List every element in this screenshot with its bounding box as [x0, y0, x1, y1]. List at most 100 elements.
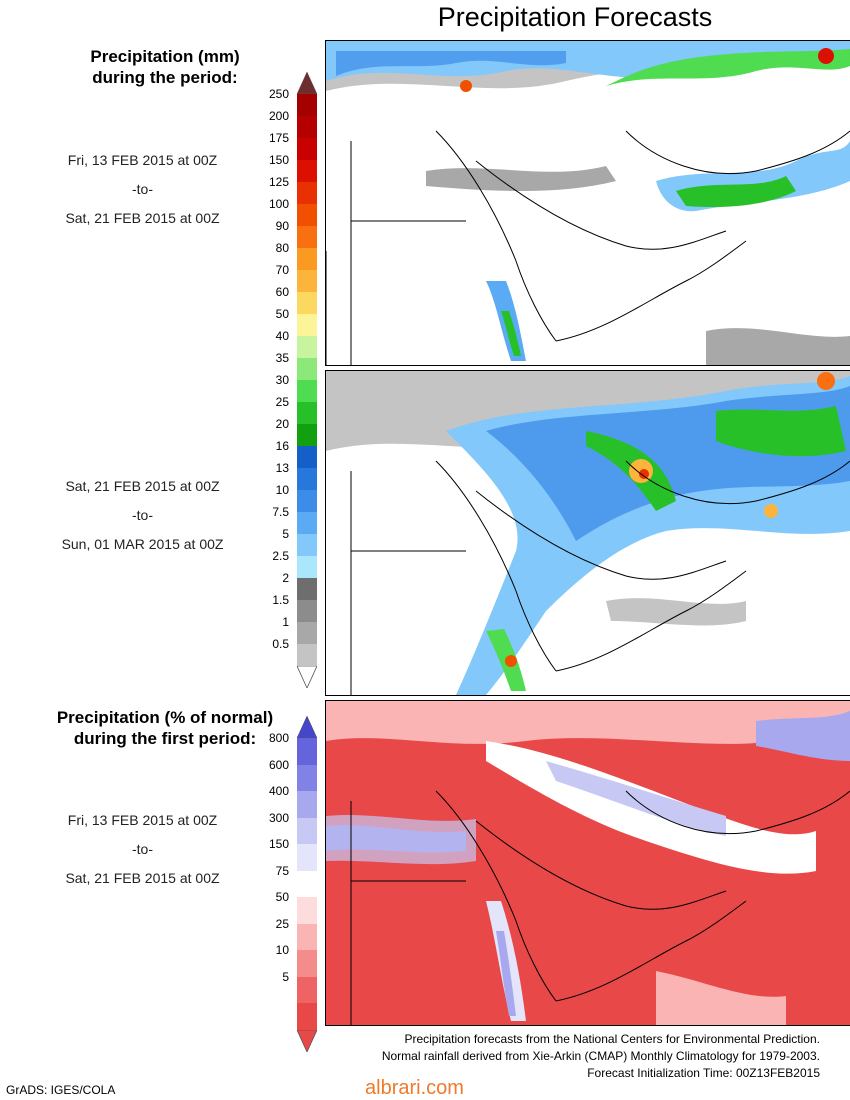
map-panel-period-2: [325, 370, 850, 696]
period-1-end: Sat, 21 FEB 2015 at 00Z: [65, 210, 220, 226]
watermark-link[interactable]: albrari.com: [365, 1077, 464, 1099]
colorbar-swatch: [297, 292, 317, 314]
colorbar-label: 5: [282, 527, 289, 541]
colorbar-swatch: [297, 578, 317, 600]
colorbar-label: 25: [275, 916, 289, 931]
colorbar-label: 150: [268, 153, 289, 167]
map-precip-period-2: [326, 371, 850, 695]
colorbar-swatch: [297, 116, 317, 138]
colorbar-label: 2.5: [272, 549, 289, 563]
map-precip-period-1: [326, 41, 850, 365]
pct-normal-heading-line2: during the first period:: [73, 729, 257, 748]
colorbar-label: 10: [275, 943, 289, 957]
map-panel-pct-normal: [325, 700, 850, 1026]
colorbar-label: 7.5: [272, 505, 289, 519]
colorbar-swatch: [297, 897, 317, 924]
map-pct-normal: [326, 701, 850, 1025]
colorbar-label: 80: [275, 241, 289, 255]
colorbar-label: 1.5: [272, 593, 289, 607]
colorbar-label: 300: [268, 810, 289, 825]
colorbar-swatch: [297, 1003, 317, 1030]
colorbar-swatch: [297, 950, 317, 977]
footer-line-3: Forecast Initialization Time: 00Z13FEB20…: [587, 1066, 820, 1080]
colorbar-swatch: [297, 764, 317, 791]
period-2-end: Sun, 01 MAR 2015 at 00Z: [61, 536, 224, 552]
colorbar-swatch: [297, 402, 317, 424]
colorbar-swatch: [297, 358, 317, 380]
colorbar-label: 2: [282, 571, 289, 585]
map-panel-period-1: [325, 40, 850, 366]
colorbar-label: 400: [268, 784, 289, 798]
colorbar-swatch: [297, 248, 317, 270]
colorbar-label: 250: [268, 87, 289, 101]
colorbar-label: 150: [268, 837, 289, 851]
colorbar-label: 10: [275, 483, 289, 497]
colorbar-swatch: [297, 380, 317, 402]
colorbar-label: 100: [268, 197, 289, 211]
footer-notes: Precipitation forecasts from the Nationa…: [382, 1031, 820, 1082]
colorbar-label: 16: [275, 439, 289, 453]
colorbar-label: 50: [275, 307, 289, 321]
colorbar-swatch: [297, 534, 317, 556]
colorbar-swatch: [297, 738, 317, 765]
period-2-sep: -to-: [132, 507, 153, 523]
page-title: Precipitation Forecasts: [437, 2, 713, 32]
colorbar-swatch: [297, 446, 317, 468]
colorbar-swatch: [297, 556, 317, 578]
colorbar-label: 20: [275, 417, 289, 431]
colorbar-label: 25: [275, 395, 289, 409]
colorbar-swatch: [297, 870, 317, 897]
period-2-label: Sat, 21 FEB 2015 at 00Z -to- Sun, 01 MAR…: [20, 472, 265, 559]
colorbar-label: 50: [275, 890, 289, 904]
period-1-start: Fri, 13 FEB 2015 at 00Z: [67, 152, 218, 168]
grads-credit: GrADS: IGES/COLA: [6, 1083, 116, 1097]
period-1-sep: -to-: [132, 181, 153, 197]
colorbar-swatch: [297, 644, 317, 666]
colorbar-label: 200: [268, 109, 289, 123]
colorbar-swatch: [297, 468, 317, 490]
period-3-sep: -to-: [132, 841, 153, 857]
period-2-start: Sat, 21 FEB 2015 at 00Z: [65, 478, 220, 494]
colorbar-swatch: [297, 490, 317, 512]
colorbar-swatch: [297, 138, 317, 160]
colorbar-label: 75: [275, 863, 289, 878]
colorbar-swatch: [297, 226, 317, 248]
pct-normal-heading-line1: Precipitation (% of normal): [56, 708, 274, 727]
period-3-start: Fri, 13 FEB 2015 at 00Z: [67, 812, 218, 828]
colorbar-swatch: [297, 791, 317, 818]
colorbar-label: 30: [275, 373, 289, 387]
colorbar-swatch: [297, 270, 317, 292]
colorbar-swatch: [297, 844, 317, 871]
precip-mm-heading: Precipitation (mm) during the period:: [20, 46, 310, 88]
period-3-end: Sat, 21 FEB 2015 at 00Z: [65, 870, 220, 886]
colorbar-label: 600: [268, 757, 289, 772]
colorbar-swatch: [297, 976, 317, 1003]
colorbar-swatch: [297, 512, 317, 534]
colorbar-bottom-arrow: [297, 1029, 317, 1052]
colorbar-label: 90: [275, 219, 289, 233]
colorbar-bottom-arrow: [297, 666, 317, 688]
colorbar-label: 0.5: [272, 637, 289, 651]
colorbar-swatch: [297, 94, 317, 116]
precip-mm-heading-line2: during the period:: [92, 68, 238, 87]
colorbar-label: 800: [268, 731, 289, 745]
colorbar-label: 1: [282, 615, 289, 629]
colorbar-swatch: [297, 336, 317, 358]
colorbar-swatch: [297, 622, 317, 644]
period-1-label: Fri, 13 FEB 2015 at 00Z -to- Sat, 21 FEB…: [20, 146, 265, 233]
footer-line-2: Normal rainfall derived from Xie-Arkin (…: [381, 1049, 820, 1063]
colorbar-swatch: [297, 160, 317, 182]
colorbar-label: 5: [282, 969, 289, 984]
colorbar-label: 35: [275, 351, 289, 365]
colorbar-swatch: [297, 817, 317, 844]
colorbar-swatch: [297, 314, 317, 336]
colorbar-label: 70: [275, 263, 289, 277]
pct-normal-heading: Precipitation (% of normal) during the f…: [20, 707, 310, 749]
colorbar-label: 125: [268, 175, 289, 189]
colorbar-label: 40: [275, 329, 289, 343]
colorbar-label: 175: [268, 131, 289, 145]
colorbar-swatch: [297, 424, 317, 446]
footer-line-1: Precipitation forecasts from the Nationa…: [404, 1032, 820, 1046]
colorbar-label: 13: [275, 461, 289, 475]
precip-mm-heading-line1: Precipitation (mm): [90, 47, 240, 66]
